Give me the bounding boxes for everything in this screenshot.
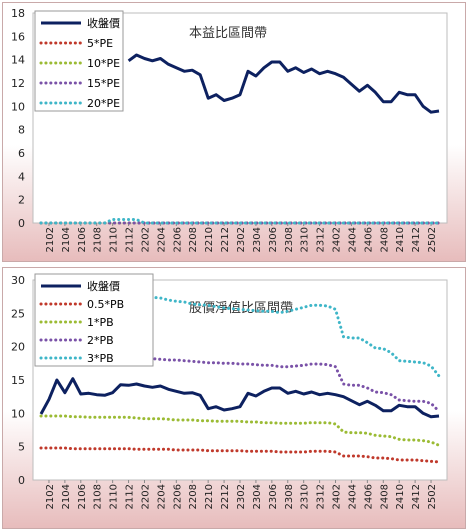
pb-x-tick-label: 2402 <box>332 484 343 509</box>
pb-x-tick-label: 2310 <box>300 484 311 509</box>
pb-x-tick-label: 2106 <box>77 484 88 509</box>
pb-x-tick-label: 2304 <box>252 484 263 509</box>
pe-x-tick-label: 2112 <box>125 227 136 252</box>
pe-x-tick-label: 2412 <box>411 227 422 252</box>
pe-x-tick-label: 2110 <box>109 227 120 252</box>
pb-series-line-3 <box>119 354 441 413</box>
pe-x-tick-label: 2502 <box>427 227 438 252</box>
pe-x-tick-label: 2210 <box>204 227 215 252</box>
pe-band-chart: 0 2 4 6 8 10 12 14 16 18 2102 2104 2106 2108 2110 2112 2… <box>3 3 465 261</box>
pb-x-tick-label: 2104 <box>61 484 72 509</box>
pe-y-tick-label: 18 <box>11 7 25 20</box>
pe-x-tick-label: 2104 <box>61 227 72 252</box>
pe-x-tick-label: 2406 <box>363 227 374 252</box>
pb-band-chart-panel: 0 5 10 15 20 25 30 2102 2104 2106 2108 2110 2112 2202… <box>2 267 466 529</box>
pb-x-tick-label: 2412 <box>411 484 422 509</box>
pe-x-tick-label: 2206 <box>172 227 183 252</box>
pb-x-tick-label: 2308 <box>284 484 295 509</box>
pe-legend-label: 5*PE <box>87 37 113 50</box>
pe-x-tick-label: 2410 <box>395 227 406 252</box>
pb-band-chart: 0 5 10 15 20 25 30 2102 2104 2106 2108 2110 2112 2202… <box>3 268 465 528</box>
pe-x-tick-label: 2108 <box>93 227 104 252</box>
pe-x-tick-label: 2106 <box>77 227 88 252</box>
pe-y-tick-label: 16 <box>11 30 25 43</box>
pb-x-tick-label: 2406 <box>363 484 374 509</box>
pe-legend-box <box>34 10 124 112</box>
pb-x-tick-label: 2408 <box>379 484 390 509</box>
pb-legend-label: 0.5*PB <box>87 298 124 311</box>
pe-y-tick-label: 6 <box>18 147 25 160</box>
pe-series-line-0 <box>127 53 440 114</box>
pe-legend-label: 收盤價 <box>87 16 120 30</box>
pe-x-tick-label: 2302 <box>236 227 247 252</box>
pb-x-tick-label: 2212 <box>220 484 231 509</box>
pb-x-tick-label: 2112 <box>125 484 136 509</box>
pe-y-tick-label: 4 <box>18 170 25 183</box>
pb-legend-label: 1*PB <box>87 316 114 329</box>
pe-y-tick-label: 2 <box>18 194 25 207</box>
pe-x-tick-label: 2304 <box>252 227 263 252</box>
pb-x-tick-label: 2302 <box>236 484 247 509</box>
pb-series-line-4 <box>135 294 441 378</box>
pe-y-tick-label: 14 <box>11 54 25 67</box>
pb-y-tick-label: 30 <box>11 274 25 287</box>
pe-x-tick-label: 2404 <box>347 227 358 252</box>
pb-series-line-0 <box>39 377 440 419</box>
pb-legend-label: 收盤價 <box>87 279 120 293</box>
pe-x-tick-label: 2102 <box>45 227 56 252</box>
pe-legend-label: 10*PE <box>87 57 120 70</box>
pb-y-tick-label: 10 <box>11 407 25 420</box>
pb-y-tick-label: 0 <box>18 474 25 487</box>
pe-x-tick-label: 2408 <box>379 227 390 252</box>
pe-y-tick-label: 0 <box>18 217 25 230</box>
pb-x-tick-label: 2306 <box>268 484 279 509</box>
pb-legend-label: 3*PB <box>87 352 114 365</box>
pe-x-tick-label: 2208 <box>188 227 199 252</box>
pb-x-tick-label: 2210 <box>204 484 215 509</box>
pe-x-tick-label: 2212 <box>220 227 231 252</box>
pb-x-tick-label: 2206 <box>172 484 183 509</box>
pb-y-tick-label: 25 <box>11 307 25 320</box>
pe-x-tick-label: 2202 <box>140 227 151 252</box>
pe-series-line-4 <box>39 218 441 225</box>
pb-x-tick-label: 2102 <box>45 484 56 509</box>
pb-x-tick-label: 2502 <box>427 484 438 509</box>
pe-y-tick-label: 8 <box>18 124 25 137</box>
pe-x-tick-label: 2402 <box>332 227 343 252</box>
pb-legend-box <box>34 273 154 367</box>
pb-x-tick-label: 2410 <box>395 484 406 509</box>
pe-legend-label: 20*PE <box>87 97 120 110</box>
pb-x-tick-label: 2208 <box>188 484 199 509</box>
pe-y-tick-label: 10 <box>11 100 25 113</box>
pe-x-tick-label: 2306 <box>268 227 279 252</box>
pe-y-tick-label: 12 <box>11 77 25 90</box>
pe-chart-title: 本益比區間帶 <box>189 26 267 41</box>
pb-x-tick-label: 2202 <box>140 484 151 509</box>
pb-y-tick-label: 20 <box>11 341 25 354</box>
pb-series-line-1 <box>39 446 441 464</box>
pe-x-tick-label: 2308 <box>284 227 295 252</box>
pb-legend-label: 2*PB <box>87 334 114 347</box>
pe-x-tick-label: 2312 <box>316 227 327 252</box>
pe-band-chart-panel: 0 2 4 6 8 10 12 14 16 18 2102 2104 2106 2108 2110 2112 2… <box>2 2 466 262</box>
pb-x-tick-label: 2204 <box>156 484 167 509</box>
pe-x-tick-label: 2204 <box>156 227 167 252</box>
pe-x-tick-label: 2310 <box>300 227 311 252</box>
pb-x-tick-label: 2110 <box>109 484 120 509</box>
pb-y-tick-label: 5 <box>18 441 25 454</box>
pb-x-tick-label: 2108 <box>93 484 104 509</box>
pe-legend-label: 15*PE <box>87 77 120 90</box>
pb-x-tick-label: 2312 <box>316 484 327 509</box>
pb-x-tick-label: 2404 <box>347 484 358 509</box>
pb-y-tick-label: 15 <box>11 374 25 387</box>
